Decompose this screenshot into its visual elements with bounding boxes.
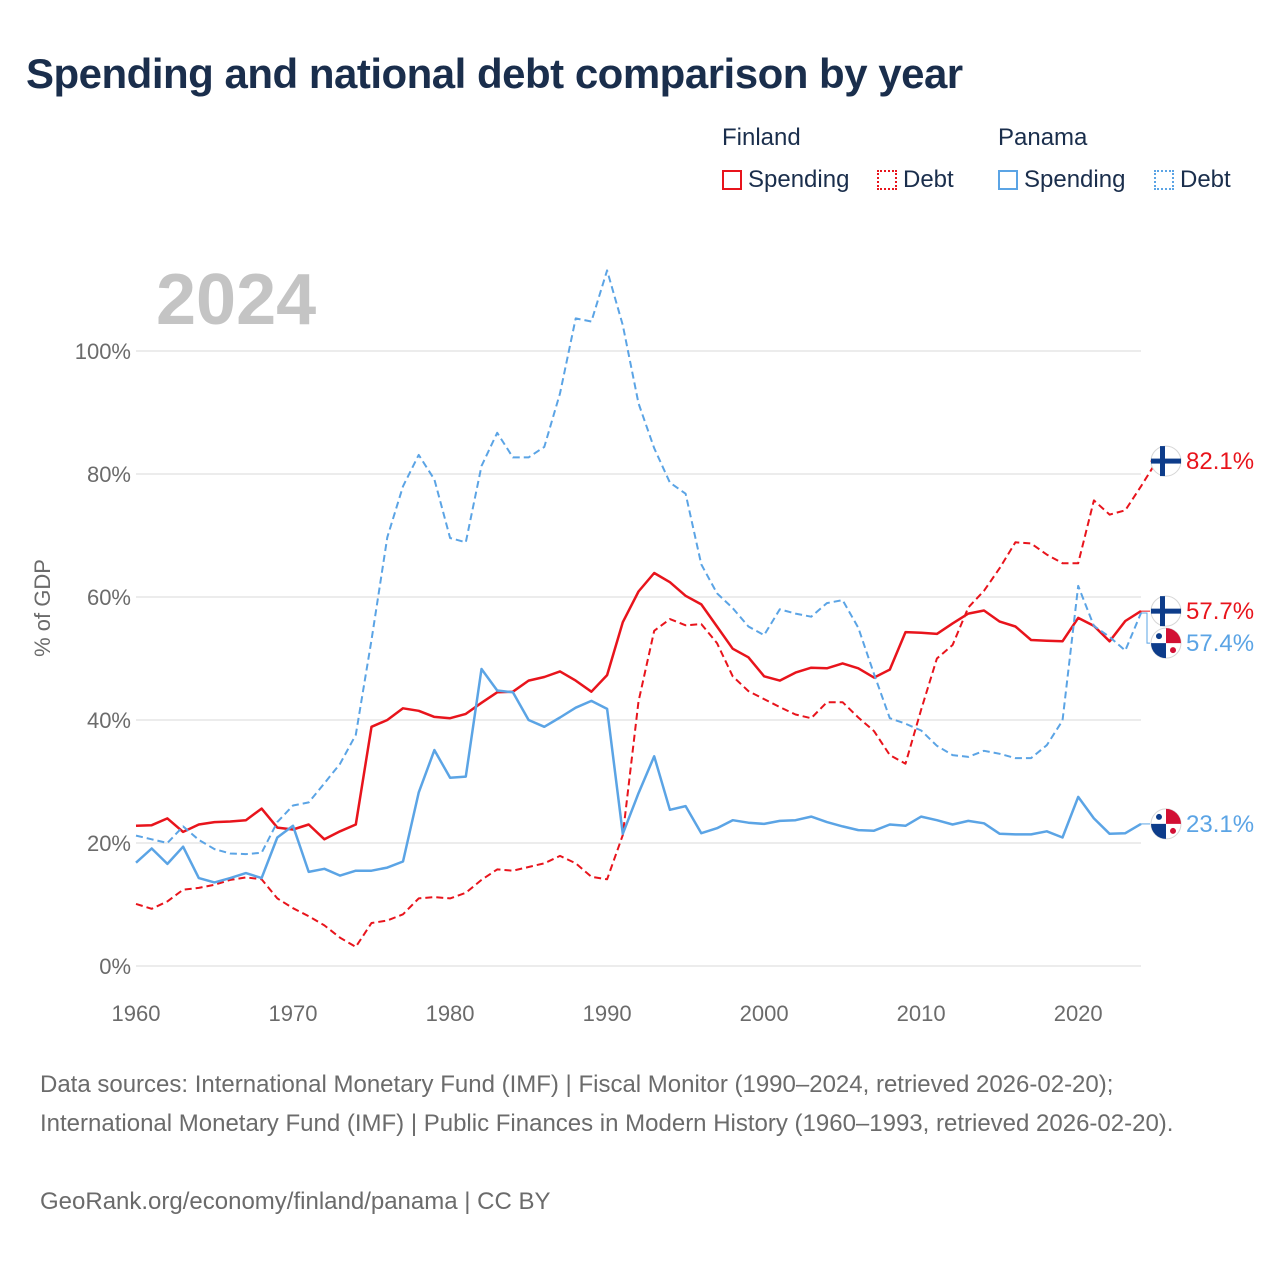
series-line-finland-debt bbox=[135, 460, 1158, 948]
x-tick-label: 1960 bbox=[112, 1001, 161, 1026]
flag-quarter-red bbox=[1166, 628, 1181, 644]
legend-label: Spending bbox=[748, 166, 850, 193]
x-tick-label: 1980 bbox=[426, 1001, 475, 1026]
flag-cross-h bbox=[1151, 608, 1181, 614]
y-tick-label: 0% bbox=[99, 954, 131, 979]
chart-title: Spending and national debt comparison by… bbox=[26, 50, 963, 97]
flag-quarter-blue bbox=[1151, 823, 1166, 839]
x-tick-label: 1970 bbox=[269, 1001, 318, 1026]
y-axis-label: % of GDP bbox=[30, 559, 55, 657]
x-tick-label: 1990 bbox=[583, 1001, 632, 1026]
end-label: 57.4% bbox=[1186, 630, 1254, 657]
flag-quarter-red bbox=[1166, 808, 1181, 824]
series-line-finland-spending bbox=[135, 571, 1142, 841]
x-tick-label: 2010 bbox=[897, 1001, 946, 1026]
legend-label: Spending bbox=[1024, 166, 1126, 193]
x-tick-label: 2000 bbox=[740, 1001, 789, 1026]
series-line-panama-spending bbox=[135, 667, 1142, 884]
legend-group-panama: Panama bbox=[998, 124, 1088, 151]
label-connector bbox=[1141, 612, 1150, 644]
end-label: 82.1% bbox=[1186, 448, 1254, 475]
legend-swatch-dotted-red bbox=[877, 170, 897, 190]
legend-label: Debt bbox=[903, 166, 954, 193]
line-chart: 2024 0% 20% 40% 60% 80% 100% 1960 1970 1980 1990 20… bbox=[30, 260, 1254, 1026]
flag-star-red bbox=[1170, 827, 1176, 834]
flag-cross-h bbox=[1151, 458, 1181, 464]
x-tick-label: 2020 bbox=[1054, 1001, 1103, 1026]
legend-swatch-solid-blue bbox=[998, 170, 1018, 190]
y-tick-label: 100% bbox=[75, 339, 131, 364]
year-label: 2024 bbox=[156, 260, 316, 340]
flag-cross-v bbox=[1160, 446, 1165, 477]
legend-swatch-solid-red bbox=[722, 170, 742, 190]
legend-group-finland: Finland bbox=[722, 124, 801, 151]
end-label: 23.1% bbox=[1186, 811, 1254, 838]
credit-link[interactable]: GeoRank.org/economy/finland/panama | CC … bbox=[40, 1188, 551, 1215]
legend-swatch-dotted-blue bbox=[1154, 170, 1174, 190]
series-line-panama-debt bbox=[135, 269, 1142, 856]
legend-panama-spending[interactable]: Spending bbox=[998, 165, 1125, 195]
y-tick-label: 40% bbox=[87, 708, 131, 733]
end-label: 57.7% bbox=[1186, 598, 1254, 625]
legend-finland-spending[interactable]: Spending bbox=[722, 165, 849, 195]
flag-cross-v bbox=[1160, 596, 1165, 627]
data-sources: Data sources: International Monetary Fun… bbox=[40, 1071, 1174, 1137]
y-tick-label: 80% bbox=[87, 462, 131, 487]
y-tick-label: 60% bbox=[87, 585, 131, 610]
flag-star-red bbox=[1170, 647, 1176, 654]
legend-finland-debt[interactable]: Debt bbox=[877, 165, 954, 195]
flag-quarter-blue bbox=[1151, 643, 1166, 659]
flag-star-blue bbox=[1156, 813, 1162, 820]
legend-panama-debt[interactable]: Debt bbox=[1154, 165, 1231, 195]
legend-label: Debt bbox=[1180, 166, 1231, 193]
y-tick-label: 20% bbox=[87, 831, 131, 856]
flag-star-blue bbox=[1156, 633, 1162, 640]
